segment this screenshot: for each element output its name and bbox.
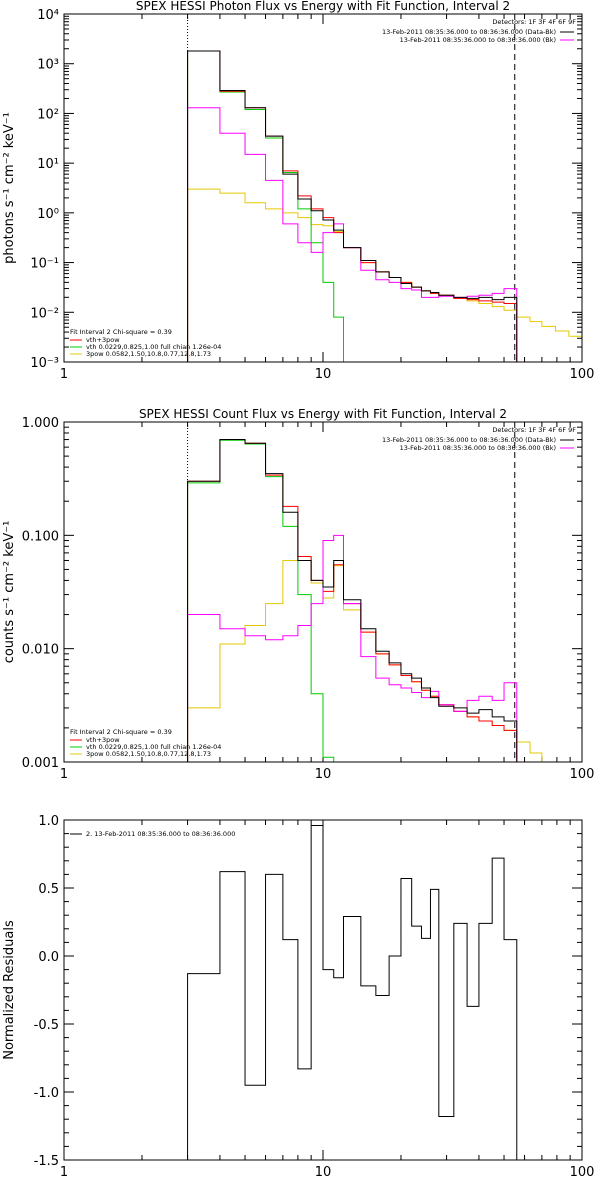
y-tick-label: 10²: [37, 107, 59, 122]
x-tick-label: 100: [570, 367, 595, 382]
y-tick-label: -1.0: [34, 1086, 59, 1101]
legend-entry-label: vth+3pow: [86, 336, 120, 344]
legend-fit-info: Fit Interval 2 Chi-square = 0.39: [70, 328, 172, 336]
chart-title: SPEX HESSI Count Flux vs Energy with Fit…: [139, 407, 507, 421]
series-group: [187, 439, 543, 762]
y-axis-label: counts s⁻¹ cm⁻² keV⁻¹: [2, 521, 17, 664]
y-tick-label: 10⁻¹: [30, 257, 59, 272]
y-tick-label: 10⁻²: [30, 306, 59, 321]
series-2-line: [187, 534, 518, 762]
legend-entry-label: 3pow 0.0582,1.50,10.8,0.77,12.8,1.73: [86, 750, 211, 758]
legend-entry-label: vth 0.0229,0.825,1.00 full chian 1.26e-0…: [86, 343, 221, 351]
series-1-line: [187, 824, 518, 1160]
legend-entry-label: 13-Feb-2011 08:35:36.000 to 08:36:36.000…: [382, 28, 556, 36]
legend-entry-label: 2. 13-Feb-2011 08:35:36.000 to 08:36:36.…: [86, 830, 235, 838]
y-tick-label: 10⁰: [37, 207, 59, 222]
legend-detectors: Detectors: 1F 3F 4F 6F 9F: [492, 18, 576, 26]
legend-entry-label: 13-Feb-2011 08:35:36.000 to 08:36:36.000…: [382, 436, 556, 444]
plot-frame: [63, 421, 583, 763]
x-tick-label: 10: [315, 767, 332, 782]
series-5-line: [187, 556, 543, 762]
series-group: [187, 50, 582, 362]
x-tick-label: 10: [315, 1165, 332, 1180]
y-tick-label: -0.5: [34, 1018, 59, 1033]
x-tick-label: 1: [60, 1165, 68, 1180]
y-tick-label: 10⁻³: [30, 356, 59, 371]
x-tick-label: 100: [570, 1165, 595, 1180]
y-tick-label: 10¹: [37, 157, 59, 172]
y-tick-label: 1.0: [38, 814, 59, 829]
series-4-line: [187, 439, 517, 762]
series-2-line: [187, 107, 518, 362]
series-5-line: [187, 188, 582, 362]
legend-detectors: Detectors: 1F 3F 4F 6F 9F: [492, 426, 576, 434]
series-3-line: [187, 50, 518, 362]
legend-fit-info: Fit Interval 2 Chi-square = 0.39: [70, 728, 172, 736]
y-tick-label: 0.010: [22, 643, 59, 658]
y-tick-label: 0.001: [22, 756, 59, 771]
chart-panel-3: Normalized Residuals 1 10 100 -1.5 -1.0 -0.5 0.…: [2, 814, 594, 1180]
y-axis-label: photons s⁻¹ cm⁻² keV⁻¹: [2, 112, 17, 264]
plot-frame: [63, 13, 583, 363]
y-tick-label: 10⁴: [37, 8, 59, 23]
plot-frame: [63, 819, 583, 1161]
legend-entry-label: 13-Feb-2011 08:35:36.000 to 08:36:36.000…: [400, 444, 556, 452]
x-tick-label: 1: [60, 767, 68, 782]
legend-entry-label: 13-Feb-2011 08:35:36.000 to 08:36:36.000…: [400, 36, 556, 44]
series-1-line: [187, 50, 518, 362]
legend-entry-label: vth 0.0229,0.825,1.00 full chian 1.26e-0…: [86, 743, 221, 751]
legend-entry-label: 3pow 0.0582,1.50,10.8,0.77,12.8,1.73: [86, 350, 211, 358]
chart-title: SPEX HESSI Photon Flux vs Energy with Fi…: [136, 0, 510, 13]
chart-panel-2: SPEX HESSI Count Flux vs Energy with Fit…: [2, 407, 594, 782]
x-tick-label: 10: [315, 367, 332, 382]
series-4-line: [187, 50, 517, 362]
y-tick-label: 1.000: [22, 416, 59, 431]
y-tick-label: 0.5: [38, 882, 59, 897]
y-tick-label: 0.0: [38, 950, 59, 965]
series-3-line: [187, 439, 518, 762]
series-group: [187, 824, 518, 1160]
y-axis-label: Normalized Residuals: [2, 920, 17, 1060]
x-tick-label: 1: [60, 367, 68, 382]
y-tick-label: 10³: [37, 58, 59, 73]
y-tick-label: 0.100: [22, 529, 59, 544]
chart-panel-1: SPEX HESSI Photon Flux vs Energy with Fi…: [2, 0, 594, 382]
x-tick-label: 100: [570, 767, 595, 782]
series-1-line: [187, 439, 518, 762]
y-tick-label: -1.5: [34, 1154, 59, 1169]
legend-entry-label: vth+3pow: [86, 736, 120, 744]
